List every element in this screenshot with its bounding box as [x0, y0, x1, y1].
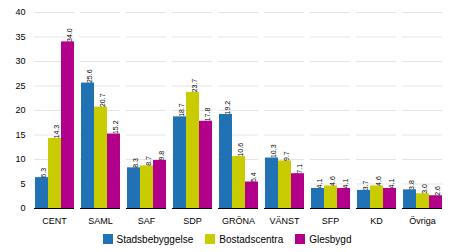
svg-text:0: 0 [20, 203, 25, 213]
svg-text:10.3: 10.3 [270, 144, 277, 158]
svg-text:4.6: 4.6 [329, 176, 336, 186]
svg-text:GRÖNA: GRÖNA [222, 216, 255, 226]
svg-text:SAML: SAML [88, 216, 113, 226]
svg-text:5: 5 [20, 179, 25, 189]
svg-text:3.8: 3.8 [408, 180, 415, 190]
svg-text:40: 40 [15, 7, 25, 17]
svg-text:4.1: 4.1 [316, 179, 323, 189]
svg-text:17.8: 17.8 [204, 108, 211, 122]
svg-text:23.7: 23.7 [191, 79, 198, 93]
svg-text:8.3: 8.3 [132, 158, 139, 168]
svg-text:14.3: 14.3 [53, 125, 60, 139]
svg-text:8.7: 8.7 [145, 156, 152, 166]
svg-text:CENT: CENT [42, 216, 67, 226]
svg-text:18.7: 18.7 [178, 103, 185, 117]
html-text:Bostadscentra: Bostadscentra [219, 233, 284, 245]
svg-text:4.6: 4.6 [375, 176, 382, 186]
svg-text:9.7: 9.7 [283, 151, 290, 161]
svg-text:25: 25 [15, 81, 25, 91]
svg-text:4.1: 4.1 [342, 179, 349, 189]
svg-text:5.4: 5.4 [250, 172, 257, 182]
svg-text:10: 10 [15, 154, 25, 164]
html-text:Glesbygd: Glesbygd [309, 233, 352, 245]
svg-text:VÄNST: VÄNST [269, 216, 300, 226]
svg-text:19.2: 19.2 [224, 101, 231, 115]
svg-text:3.7: 3.7 [362, 181, 369, 191]
svg-text:SDP: SDP [183, 216, 202, 226]
svg-text:15: 15 [15, 130, 25, 140]
svg-text:34.0: 34.0 [66, 28, 73, 42]
svg-text:Övriga: Övriga [409, 216, 436, 226]
svg-text:30: 30 [15, 56, 25, 66]
svg-text:9.8: 9.8 [158, 151, 165, 161]
svg-text:3.0: 3.0 [421, 184, 428, 194]
svg-text:SFP: SFP [322, 216, 340, 226]
svg-text:10.6: 10.6 [237, 143, 244, 157]
svg-text:KD: KD [370, 216, 383, 226]
svg-text:20.7: 20.7 [99, 93, 106, 107]
svg-text:6.3: 6.3 [40, 168, 47, 178]
svg-text:7.1: 7.1 [296, 164, 303, 174]
svg-text:35: 35 [15, 32, 25, 42]
svg-text:20: 20 [15, 105, 25, 115]
svg-text:2.6: 2.6 [434, 186, 441, 196]
svg-text:4.1: 4.1 [388, 179, 395, 189]
svg-text:15.2: 15.2 [112, 120, 119, 134]
svg-text:25.6: 25.6 [86, 69, 93, 83]
svg-text:SAF: SAF [138, 216, 156, 226]
html-text:Stadsbebyggelse: Stadsbebyggelse [116, 233, 194, 245]
